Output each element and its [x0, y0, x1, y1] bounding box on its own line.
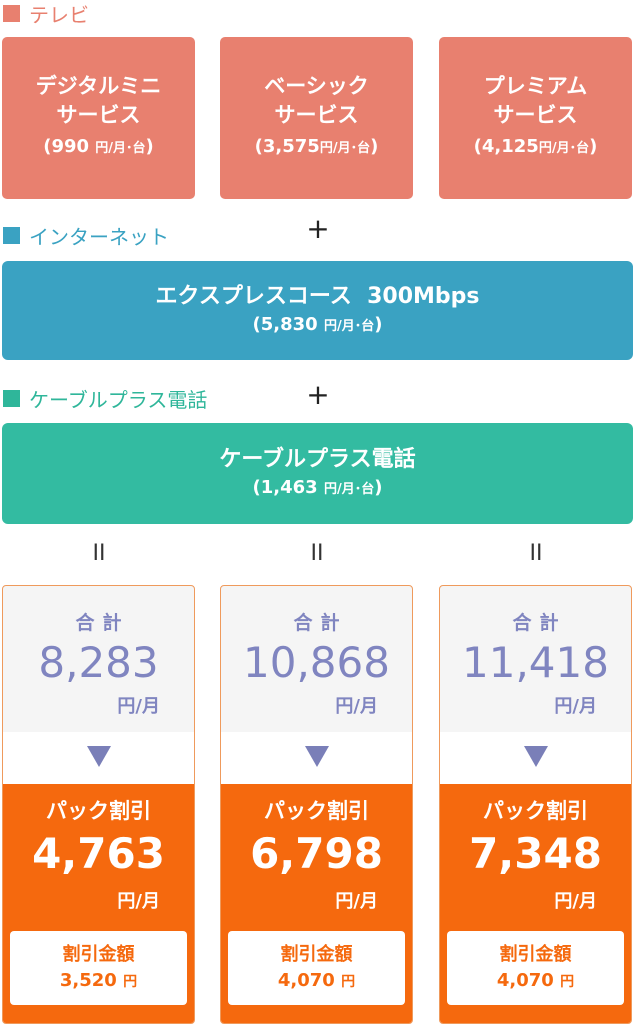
pack-discount-panel: パック割引 7,348 円/月 割引金額 4,070 円 [440, 784, 631, 1023]
savings-unit: 円 [123, 973, 138, 990]
plan-name: ベーシック [264, 74, 369, 98]
plan-name-sub: サービス [56, 103, 141, 127]
savings-amount: 4,070 円 [497, 968, 574, 995]
total-card-digital-mini: 合計 8,283 円/月 パック割引 4,763 円/月 割引金額 3,520 … [2, 585, 195, 1024]
plan-price: (990 円/月･台) [43, 132, 154, 164]
plan-name: エクスプレスコース 300Mbps [155, 283, 480, 309]
square-icon [3, 226, 20, 244]
down-arrow-icon [86, 746, 111, 767]
total-card-basic: 合計 10,868 円/月 パック割引 6,798 円/月 割引金額 4,070… [220, 585, 413, 1024]
equals-icon: II [92, 541, 106, 566]
price-value: (1,463 [252, 476, 324, 498]
plus-icon: + [306, 378, 330, 411]
equals-icon: II [529, 541, 543, 566]
plan-price: (4,125円/月･台) [474, 132, 598, 164]
savings-value: 3,520 [59, 969, 124, 991]
discount-value: 7,348 [469, 829, 602, 878]
total-label: 合計 [293, 612, 348, 634]
price-value: (4,125 [473, 136, 539, 157]
tv-plan-premium: プレミアム サービス (4,125円/月･台) [439, 37, 632, 199]
savings-amount: 3,520 円 [60, 968, 137, 995]
section-label-phone: ケーブルプラス電話 [3, 386, 208, 412]
phone-plan: ケーブルプラス電話 (1,463 円/月･台) [2, 423, 633, 524]
square-icon [3, 389, 20, 407]
price-unit: 円/月･台 [319, 141, 371, 156]
plan-name: プレミアム [483, 74, 588, 98]
down-arrow-icon [304, 746, 329, 767]
section-label-text: インターネット [29, 224, 169, 249]
pack-discount-panel: パック割引 6,798 円/月 割引金額 4,070 円 [221, 784, 412, 1023]
discount-value: 6,798 [250, 829, 383, 878]
equals-icon: II [310, 541, 324, 566]
savings-box: 割引金額 3,520 円 [10, 931, 187, 1005]
savings-label: 割引金額 [62, 943, 135, 965]
savings-unit: 円 [341, 973, 356, 990]
price-value: (3,575 [254, 136, 320, 157]
section-label-text: テレビ [29, 2, 89, 27]
discount-unit: 円/月 [335, 891, 378, 912]
plan-price: (5,830 円/月･台) [253, 312, 383, 340]
total-value: 8,283 [38, 638, 159, 687]
discount-value: 4,763 [32, 829, 165, 878]
savings-box: 割引金額 4,070 円 [228, 931, 405, 1005]
down-arrow-icon [523, 746, 548, 767]
savings-box: 割引金額 4,070 円 [447, 931, 624, 1005]
total-card-premium: 合計 11,418 円/月 パック割引 7,348 円/月 割引金額 4,070… [439, 585, 632, 1024]
discount-label: パック割引 [264, 799, 369, 823]
pack-discount-panel: パック割引 4,763 円/月 割引金額 3,520 円 [3, 784, 194, 1023]
price-unit: 円/月･台 [538, 141, 590, 156]
plus-icon: + [306, 212, 330, 245]
price-close: ) [374, 313, 383, 335]
total-unit: 円/月 [554, 696, 597, 717]
price-unit: 円/月･台 [95, 141, 146, 156]
price-close: ) [589, 136, 598, 157]
internet-plan: エクスプレスコース 300Mbps (5,830 円/月･台) [2, 261, 633, 360]
plan-price: (1,463 円/月･台) [253, 475, 383, 503]
plan-name-sub: サービス [493, 103, 578, 127]
total-value: 10,868 [243, 638, 390, 687]
price-unit: 円/月･台 [323, 481, 375, 497]
tv-plan-basic: ベーシック サービス (3,575円/月･台) [220, 37, 413, 199]
plan-name: デジタルミニ [35, 74, 162, 98]
total-label: 合計 [512, 612, 567, 634]
total-label: 合計 [75, 612, 130, 634]
price-close: ) [370, 136, 379, 157]
section-label-tv: テレビ [3, 1, 89, 27]
savings-value: 4,070 [496, 969, 561, 991]
price-close: ) [145, 136, 154, 157]
discount-unit: 円/月 [117, 891, 160, 912]
price-value: (990 [43, 136, 96, 157]
total-unit: 円/月 [335, 696, 378, 717]
tv-plan-digital-mini: デジタルミニ サービス (990 円/月･台) [2, 37, 195, 199]
plan-price: (3,575円/月･台) [255, 132, 379, 164]
total-unit: 円/月 [117, 696, 160, 717]
discount-label: パック割引 [46, 799, 151, 823]
plan-name: ケーブルプラス電話 [219, 446, 416, 472]
price-value: (5,830 [252, 313, 324, 335]
discount-label: パック割引 [483, 799, 588, 823]
plan-name-sub: サービス [274, 103, 359, 127]
discount-unit: 円/月 [554, 891, 597, 912]
total-value: 11,418 [462, 638, 609, 687]
section-label-text: ケーブルプラス電話 [29, 387, 208, 412]
savings-label: 割引金額 [499, 943, 572, 965]
section-label-internet: インターネット [3, 223, 169, 249]
price-unit: 円/月･台 [323, 318, 375, 334]
savings-amount: 4,070 円 [278, 968, 355, 995]
savings-unit: 円 [560, 973, 575, 990]
savings-label: 割引金額 [280, 943, 353, 965]
price-close: ) [374, 476, 383, 498]
savings-value: 4,070 [277, 969, 342, 991]
square-icon [3, 4, 20, 22]
